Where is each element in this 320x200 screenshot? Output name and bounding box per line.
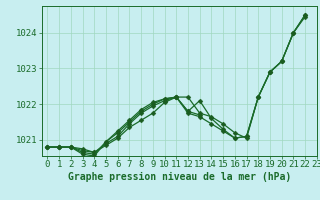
X-axis label: Graphe pression niveau de la mer (hPa): Graphe pression niveau de la mer (hPa) <box>68 172 291 182</box>
